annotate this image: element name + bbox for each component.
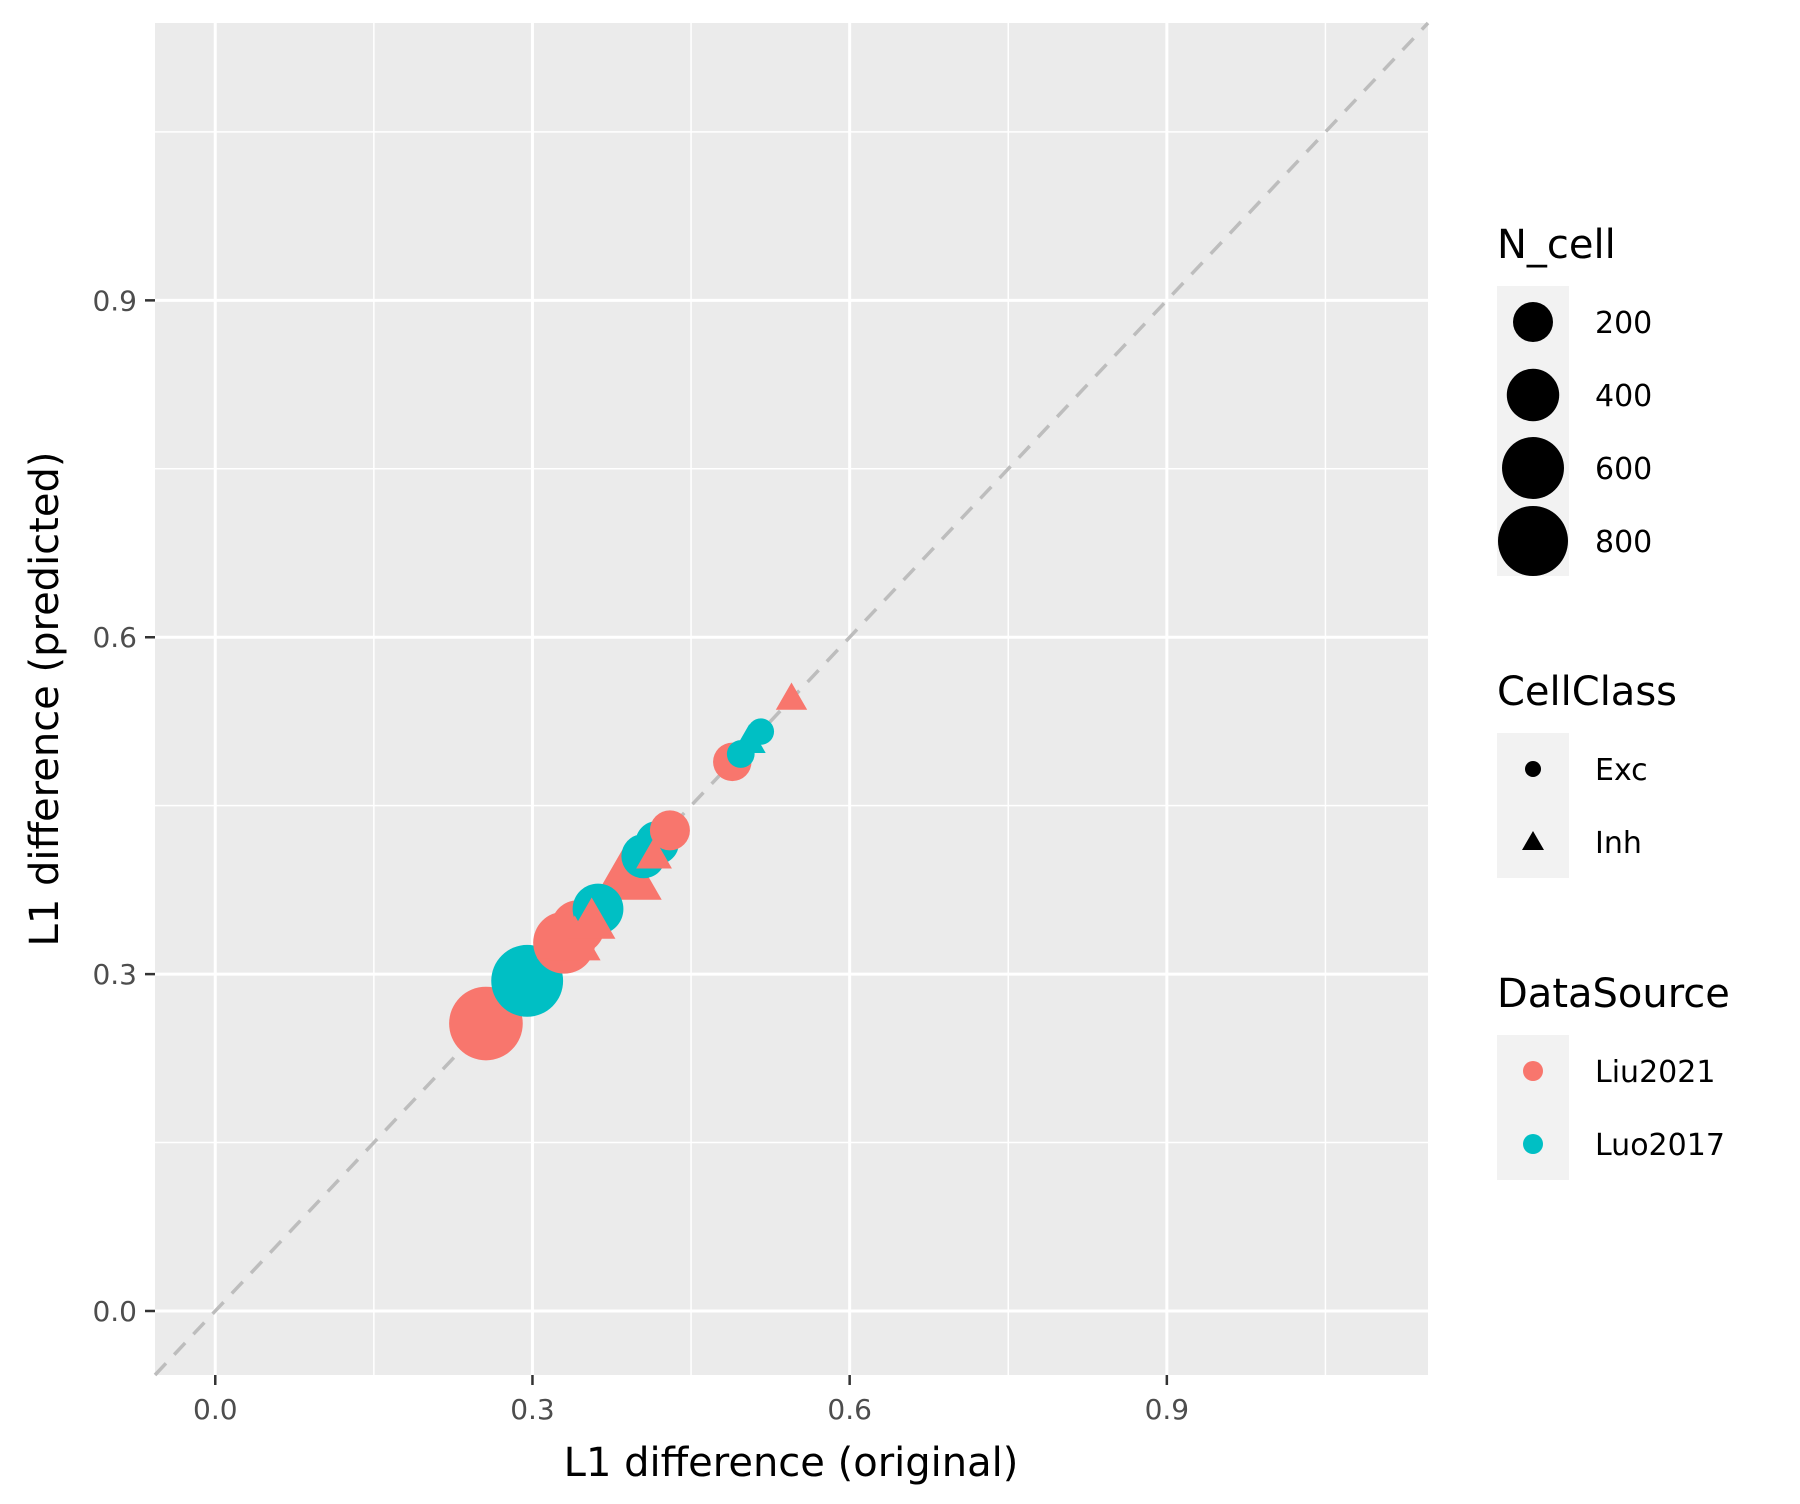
axes: 0.0 0.3 0.6 0.9 0.0 0.3 0.6 0.9 — [92, 284, 1189, 1426]
legend-n-cell: N_cell 200 400 600 800 — [1497, 222, 1652, 576]
y-axis-tick-label: 0.0 — [92, 1295, 137, 1328]
legend-cellclass-key-triangle — [1522, 831, 1544, 850]
legend-cellclass-label-1: Inh — [1595, 826, 1642, 861]
legend-n-cell-key-3 — [1498, 506, 1568, 576]
legend-datasource-label-1: Luo2017 — [1595, 1128, 1725, 1163]
legend-cellclass-title: CellClass — [1497, 669, 1677, 715]
legend-datasource-key-1 — [1523, 1134, 1543, 1154]
legend-datasource-key-box — [1497, 1035, 1569, 1180]
x-axis-tick-label: 0.9 — [1145, 1393, 1190, 1426]
legend-n-cell-label-3: 800 — [1595, 525, 1652, 560]
legend-datasource-title: DataSource — [1497, 971, 1730, 1017]
x-axis-title: L1 difference (original) — [564, 1440, 1019, 1486]
x-axis-tick-label: 0.6 — [827, 1393, 872, 1426]
data-point-triangle-11 — [567, 897, 616, 939]
legend-n-cell-label-1: 400 — [1595, 379, 1652, 414]
x-axis-tick-label: 0.0 — [193, 1393, 238, 1426]
legend-datasource: DataSource Liu2021 Luo2017 — [1497, 971, 1730, 1180]
legend-n-cell-label-0: 200 — [1595, 306, 1652, 341]
legend-datasource-key-0 — [1523, 1061, 1543, 1081]
legend-n-cell-label-2: 600 — [1595, 452, 1652, 487]
y-axis-tick-label: 0.3 — [92, 958, 137, 991]
legend-cellclass-label-0: Exc — [1595, 753, 1648, 788]
data-point-triangle-7 — [636, 837, 672, 869]
y-axis-tick-label: 0.6 — [92, 621, 137, 654]
data-point-circle-5 — [649, 810, 690, 851]
legend-datasource-label-0: Liu2021 — [1595, 1055, 1715, 1090]
legend-cellclass-key-circle — [1525, 761, 1541, 777]
legend-n-cell-key-2 — [1502, 437, 1564, 499]
legend-cellclass: CellClass Exc Inh — [1497, 669, 1677, 878]
legend-cellclass-key-box — [1497, 733, 1569, 878]
legend-n-cell-key-1 — [1506, 368, 1560, 422]
legend-n-cell-key-0 — [1513, 302, 1553, 342]
x-axis-tick-label: 0.3 — [510, 1393, 555, 1426]
data-point-circle-3 — [726, 740, 755, 768]
y-axis-tick-label: 0.9 — [92, 284, 137, 317]
data-points — [449, 682, 808, 1061]
data-point-triangle-0 — [775, 682, 808, 710]
legend-n-cell-title: N_cell — [1497, 222, 1616, 268]
y-axis-title: L1 difference (predicted) — [22, 452, 68, 947]
grid-lines — [155, 23, 1428, 1375]
data-point-circle-1 — [747, 718, 775, 745]
